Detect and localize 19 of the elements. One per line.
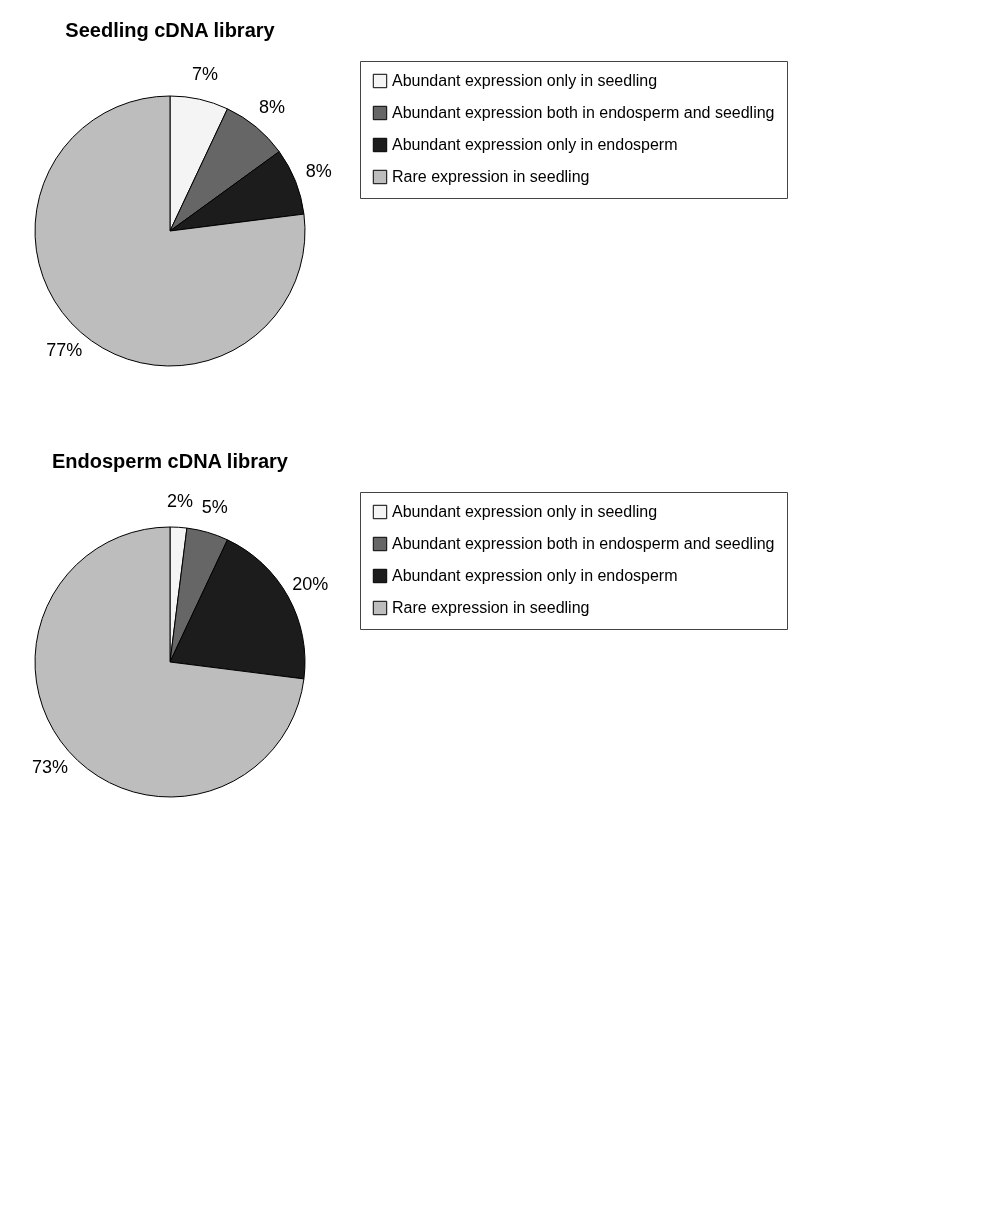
legend-label: Abundant expression only in seedling bbox=[392, 72, 658, 89]
legend-label: Abundant expression only in endosperm bbox=[392, 136, 678, 153]
data-label: 73% bbox=[31, 756, 68, 777]
legend-label: Abundant expression only in seedling bbox=[392, 503, 658, 520]
data-label: 20% bbox=[292, 573, 329, 594]
pie-slice bbox=[34, 95, 306, 367]
legend-label: Abundant expression both in endosperm and seedling bbox=[392, 104, 775, 121]
data-label: 5% bbox=[201, 497, 228, 518]
data-label: 8% bbox=[305, 161, 332, 182]
chart-title: Seedling cDNA library bbox=[65, 18, 276, 41]
data-label: 2% bbox=[167, 491, 194, 512]
data-label: 7% bbox=[191, 63, 218, 84]
legend-label: Rare expression in seedling bbox=[392, 168, 590, 185]
data-label: 8% bbox=[258, 96, 285, 117]
chart-title: Endosperm cDNA library bbox=[52, 449, 289, 472]
legend-label: Abundant expression only in endosperm bbox=[392, 567, 678, 584]
legend-label: Abundant expression both in endosperm and seedling bbox=[392, 535, 775, 552]
legend-label: Rare expression in seedling bbox=[392, 599, 590, 616]
data-label: 77% bbox=[46, 340, 83, 361]
